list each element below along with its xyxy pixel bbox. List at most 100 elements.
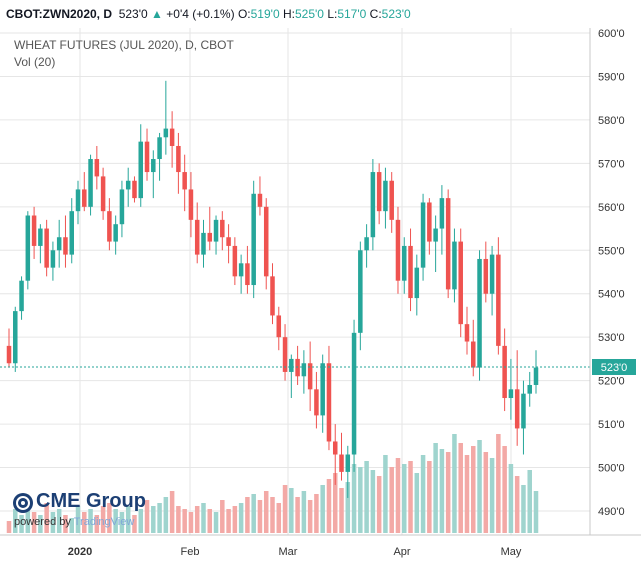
volume-bar <box>100 506 106 533</box>
symbol-info-bar: CBOT:ZWN2020, D 523'0 ▲ +0'4 (+0.1%) O:5… <box>0 0 641 28</box>
candle-body <box>107 211 112 242</box>
candle-body <box>50 250 56 268</box>
candle-body <box>471 341 476 368</box>
volume-bar <box>188 512 194 533</box>
candlesticks[interactable] <box>6 80 539 498</box>
time-axis[interactable]: 2020 Feb Mar Apr May <box>68 546 522 558</box>
volume-bar <box>345 482 351 533</box>
volume-bar <box>332 473 338 533</box>
candle-body <box>345 454 351 472</box>
candle-body <box>151 159 156 173</box>
candle-body <box>25 215 31 281</box>
cme-group-text: CME Group <box>36 490 146 512</box>
last-price: 523'0 <box>118 7 148 21</box>
candle-body <box>439 198 445 229</box>
volume-bar <box>408 461 413 533</box>
candle-body <box>376 172 382 212</box>
candle-body <box>125 180 131 190</box>
volume-bar <box>389 467 394 533</box>
candle-body <box>201 232 206 255</box>
volume-bar <box>533 491 539 533</box>
candle-body <box>207 232 213 242</box>
candle-body <box>502 345 507 399</box>
candle-body <box>251 193 256 286</box>
volume-bar <box>395 458 401 533</box>
volume-bar <box>251 494 256 533</box>
cme-globe-icon <box>13 493 33 513</box>
candle-body <box>307 363 313 390</box>
candle-body <box>326 363 332 442</box>
candle-body <box>489 254 495 294</box>
volume-bar <box>138 509 144 533</box>
candle-body <box>521 393 526 429</box>
chart-legend-title: WHEAT FUTURES (JUL 2020), D, CBOT <box>14 38 234 52</box>
candle-body <box>351 332 357 455</box>
volume-legend: Vol (20) <box>14 55 55 69</box>
candle-body <box>94 159 100 177</box>
candle-body <box>514 389 520 429</box>
candle-body <box>63 237 68 255</box>
close-value: 523'0 <box>381 7 411 21</box>
candle-body <box>56 237 62 251</box>
volume-bar <box>364 461 369 533</box>
volume-bar <box>119 512 125 533</box>
open-value: 519'0 <box>250 7 280 21</box>
volume-bar <box>144 500 150 533</box>
volume-bar <box>263 491 269 533</box>
candle-body <box>496 254 501 346</box>
candle-body <box>163 128 169 138</box>
volume-bar <box>44 503 49 533</box>
volume-bar <box>151 506 156 533</box>
candle-body <box>508 389 514 399</box>
price-tick-label: 580'0 <box>598 115 625 127</box>
volume-bar <box>6 521 12 533</box>
candle-body <box>245 263 250 286</box>
candle-body <box>452 241 457 290</box>
volume-bar <box>201 503 206 533</box>
candle-body <box>19 280 24 312</box>
volume-bar <box>339 488 344 533</box>
candle-body <box>320 363 325 416</box>
candle-body <box>389 180 394 220</box>
volume-bar <box>483 452 489 533</box>
volume-bar <box>113 509 118 533</box>
price-axis[interactable]: 600'0 590'0 580'0 570'0 560'0 550'0 540'0 530'0… <box>598 28 625 518</box>
cme-group-logo[interactable]: CME Group powered by TradingView <box>12 490 162 532</box>
candle-body <box>69 211 74 255</box>
volume-bar <box>157 503 162 533</box>
price-tick-label: 500'0 <box>598 463 625 475</box>
volume-bar <box>502 446 507 533</box>
volume-bar <box>358 467 363 533</box>
volume-bar <box>445 452 451 533</box>
volume-bar <box>471 446 476 533</box>
candle-body <box>332 441 338 455</box>
candle-body <box>31 215 37 246</box>
candle-body <box>301 363 307 377</box>
candle-body <box>257 193 263 207</box>
open-label: O: <box>237 7 251 21</box>
candle-body <box>194 219 200 255</box>
volume-bar <box>464 455 470 533</box>
volume-bar <box>213 512 219 533</box>
volume-bar <box>489 458 495 533</box>
volume-bar <box>19 515 24 533</box>
candle-body <box>213 219 219 242</box>
volume-bars <box>6 434 539 533</box>
time-tick-label: 2020 <box>68 546 92 558</box>
volume-bar <box>182 509 187 533</box>
candle-body <box>82 189 87 207</box>
candle-body <box>358 250 363 333</box>
volume-bar <box>63 515 68 533</box>
price-tick-label: 560'0 <box>598 202 625 214</box>
candle-body <box>182 172 187 190</box>
time-tick-label: Mar <box>279 546 298 558</box>
candle-body <box>13 311 18 364</box>
candle-body <box>276 315 282 338</box>
volume-bar <box>125 506 131 533</box>
symbol-label[interactable]: CBOT:ZWN2020, D <box>6 7 113 21</box>
volume-bar <box>13 509 18 533</box>
volume-bar <box>31 512 37 533</box>
candle-body <box>44 228 49 268</box>
